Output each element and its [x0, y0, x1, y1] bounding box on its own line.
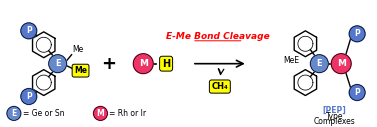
Circle shape	[310, 55, 328, 73]
Text: MeE: MeE	[284, 56, 299, 65]
FancyArrowPatch shape	[195, 60, 243, 67]
Text: H: H	[162, 59, 170, 69]
Text: Me: Me	[74, 66, 87, 75]
Circle shape	[93, 106, 107, 120]
Text: P: P	[26, 92, 32, 101]
Text: Complexes: Complexes	[313, 117, 355, 126]
Text: E: E	[55, 59, 60, 68]
Text: = Rh or Ir: = Rh or Ir	[109, 109, 147, 118]
Circle shape	[49, 55, 67, 73]
Circle shape	[349, 26, 365, 42]
Text: P: P	[354, 29, 360, 38]
Circle shape	[21, 89, 37, 105]
Text: Me: Me	[73, 45, 84, 54]
Text: = Ge or Sn: = Ge or Sn	[23, 109, 64, 118]
Text: CH₄: CH₄	[211, 82, 228, 91]
Circle shape	[7, 106, 21, 120]
Text: E-Me Bond Cleavage: E-Me Bond Cleavage	[166, 32, 270, 41]
Text: M: M	[97, 109, 104, 118]
Text: P: P	[26, 26, 32, 35]
Text: [PEP]: [PEP]	[322, 106, 346, 115]
Text: M: M	[139, 59, 148, 68]
Text: P: P	[354, 88, 360, 97]
Circle shape	[21, 23, 37, 39]
Text: E: E	[317, 59, 322, 68]
Circle shape	[331, 54, 351, 74]
Text: M: M	[337, 59, 346, 68]
Circle shape	[133, 54, 153, 74]
Circle shape	[349, 85, 365, 100]
Text: +: +	[101, 55, 116, 73]
Text: E: E	[11, 109, 17, 118]
Text: Type: Type	[325, 112, 343, 121]
